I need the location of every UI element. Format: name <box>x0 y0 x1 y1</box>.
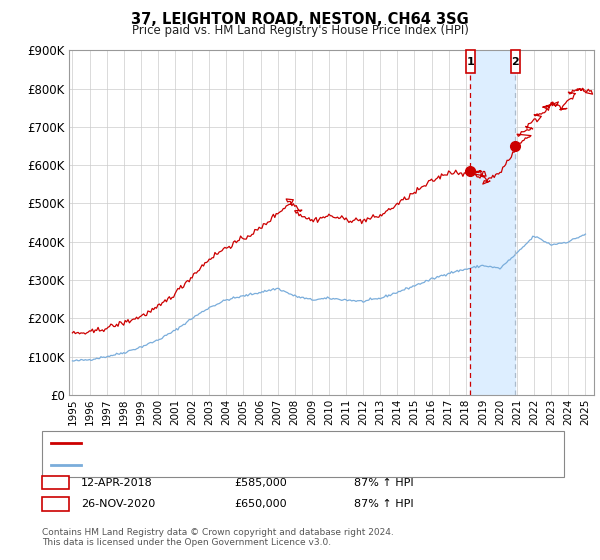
Text: £585,000: £585,000 <box>234 478 287 488</box>
Text: 2: 2 <box>52 499 59 509</box>
Text: 2: 2 <box>511 57 519 67</box>
Text: 37, LEIGHTON ROAD, NESTON, CH64 3SG: 37, LEIGHTON ROAD, NESTON, CH64 3SG <box>131 12 469 27</box>
Bar <box>466 50 475 73</box>
Text: HPI: Average price, detached house, Cheshire West and Chester: HPI: Average price, detached house, Ches… <box>87 460 437 470</box>
Text: 1: 1 <box>466 57 474 67</box>
Text: 12-APR-2018: 12-APR-2018 <box>81 478 153 488</box>
Text: Price paid vs. HM Land Registry's House Price Index (HPI): Price paid vs. HM Land Registry's House … <box>131 24 469 36</box>
Text: 37, LEIGHTON ROAD, NESTON, CH64 3SG (detached house): 37, LEIGHTON ROAD, NESTON, CH64 3SG (det… <box>87 438 414 449</box>
Text: 87% ↑ HPI: 87% ↑ HPI <box>354 478 413 488</box>
Text: 1: 1 <box>52 478 59 488</box>
Text: 87% ↑ HPI: 87% ↑ HPI <box>354 499 413 509</box>
Text: £650,000: £650,000 <box>234 499 287 509</box>
Text: Contains HM Land Registry data © Crown copyright and database right 2024.
This d: Contains HM Land Registry data © Crown c… <box>42 528 394 547</box>
Text: 26-NOV-2020: 26-NOV-2020 <box>81 499 155 509</box>
Bar <box>470 50 515 395</box>
Bar <box>511 50 520 73</box>
